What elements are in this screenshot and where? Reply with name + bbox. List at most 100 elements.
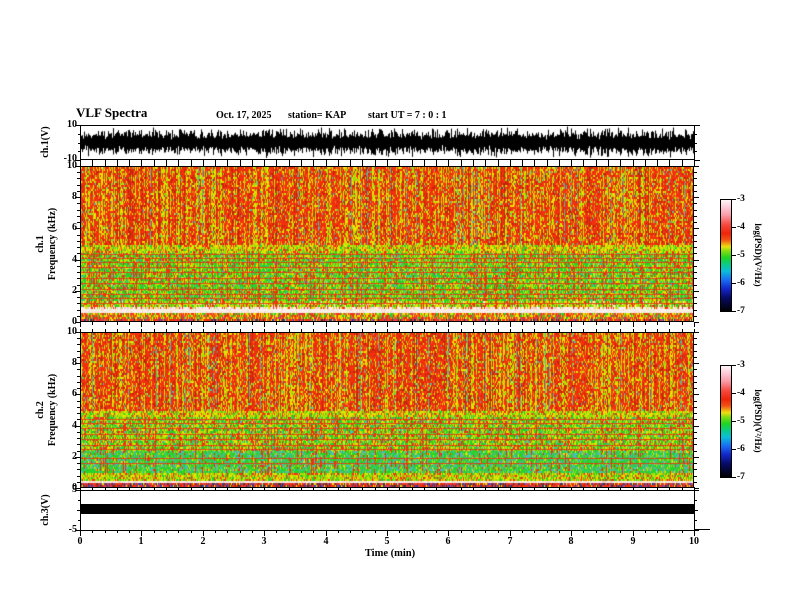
- axis-tick: [350, 322, 351, 325]
- axis-tick: [732, 393, 736, 394]
- axis-tick: [80, 163, 81, 166]
- axis-tick: [289, 160, 290, 163]
- axis-tick: [75, 197, 80, 198]
- axis-tick: [608, 488, 609, 490]
- axis-tick: [117, 329, 118, 332]
- axis-tick: [436, 530, 437, 533]
- axis-tick: [105, 322, 106, 325]
- axis-tick: [534, 160, 535, 163]
- axis-tick: [154, 530, 155, 533]
- ch3-ymax-label: 5: [72, 484, 77, 495]
- axis-tick: [338, 160, 339, 163]
- axis-tick: [215, 322, 216, 325]
- axis-tick: [547, 163, 548, 166]
- axis-tick: [473, 163, 474, 166]
- axis-tick: [399, 488, 400, 490]
- x-axis-title: Time (min): [364, 548, 416, 559]
- axis-tick: [596, 488, 597, 490]
- axis-tick: [75, 166, 80, 167]
- axis-tick: [695, 134, 697, 135]
- axis-tick: [583, 329, 584, 332]
- colorbar-tick-label: -5: [737, 416, 745, 426]
- axis-tick: [399, 160, 400, 163]
- colorbar-2: [720, 365, 732, 478]
- axis-tick: [694, 488, 699, 489]
- axis-tick: [362, 488, 363, 490]
- axis-tick: [657, 322, 658, 325]
- start-ut-label: start UT = 7 : 0 : 1: [368, 110, 447, 121]
- axis-tick: [559, 488, 560, 490]
- axis-tick: [75, 457, 80, 458]
- axis-tick: [694, 413, 697, 414]
- axis-tick: [694, 235, 697, 236]
- axis-tick: [76, 490, 80, 491]
- axis-tick: [105, 163, 106, 166]
- axis-tick: [694, 278, 697, 279]
- spec2-y-tick-label: 0: [72, 482, 77, 493]
- axis-tick: [75, 291, 80, 292]
- axis-tick: [424, 160, 425, 163]
- axis-tick: [264, 530, 265, 536]
- axis-tick: [694, 426, 699, 427]
- axis-tick: [129, 488, 130, 490]
- axis-tick: [92, 488, 93, 490]
- axis-tick: [227, 163, 228, 166]
- axis-tick: [461, 530, 462, 533]
- axis-tick: [129, 160, 130, 163]
- axis-tick: [80, 322, 81, 327]
- axis-tick: [485, 530, 486, 533]
- axis-tick: [77, 401, 80, 402]
- colorbar-tick-label: -6: [737, 278, 745, 288]
- axis-tick: [732, 449, 736, 450]
- axis-tick: [695, 500, 697, 501]
- axis-tick: [399, 322, 400, 325]
- axis-tick: [522, 530, 523, 533]
- axis-tick: [510, 163, 511, 166]
- axis-tick: [166, 322, 167, 325]
- axis-tick: [412, 160, 413, 163]
- axis-tick: [547, 322, 548, 325]
- axis-tick: [695, 125, 700, 126]
- ch3-axis-title: ch.3(V): [40, 494, 51, 526]
- spec1-y-tick-label: 4: [72, 254, 77, 265]
- axis-tick: [583, 163, 584, 166]
- axis-tick: [77, 216, 80, 217]
- axis-tick: [695, 530, 699, 531]
- axis-tick: [75, 228, 80, 229]
- colorbar-tick-label: -3: [737, 194, 745, 204]
- axis-tick: [227, 329, 228, 332]
- axis-tick: [252, 530, 253, 533]
- axis-tick: [608, 322, 609, 325]
- axis-tick: [694, 160, 695, 165]
- axis-tick: [154, 322, 155, 325]
- axis-tick: [694, 203, 697, 204]
- axis-tick: [412, 322, 413, 325]
- axis-tick: [92, 530, 93, 533]
- axis-tick: [534, 530, 535, 533]
- axis-tick: [77, 413, 80, 414]
- axis-tick: [694, 197, 699, 198]
- axis-tick: [350, 163, 351, 166]
- axis-tick: [75, 160, 80, 161]
- axis-tick: [412, 530, 413, 533]
- axis-tick: [75, 394, 80, 395]
- axis-tick: [276, 488, 277, 490]
- axis-tick: [252, 160, 253, 163]
- ch2-spectrogram-panel: [80, 332, 694, 488]
- axis-tick: [227, 322, 228, 325]
- axis-tick: [412, 163, 413, 166]
- axis-tick: [80, 160, 81, 165]
- axis-tick: [77, 407, 80, 408]
- axis-tick: [633, 163, 634, 166]
- axis-tick: [75, 363, 80, 364]
- axis-tick: [375, 163, 376, 166]
- axis-tick: [117, 488, 118, 490]
- axis-tick: [695, 510, 698, 511]
- axis-tick: [77, 210, 80, 211]
- axis-tick: [77, 482, 80, 483]
- ch1-spectrogram-plot: [81, 167, 693, 321]
- axis-tick: [473, 530, 474, 533]
- axis-tick: [252, 322, 253, 325]
- axis-tick: [80, 487, 81, 490]
- axis-tick: [547, 488, 548, 490]
